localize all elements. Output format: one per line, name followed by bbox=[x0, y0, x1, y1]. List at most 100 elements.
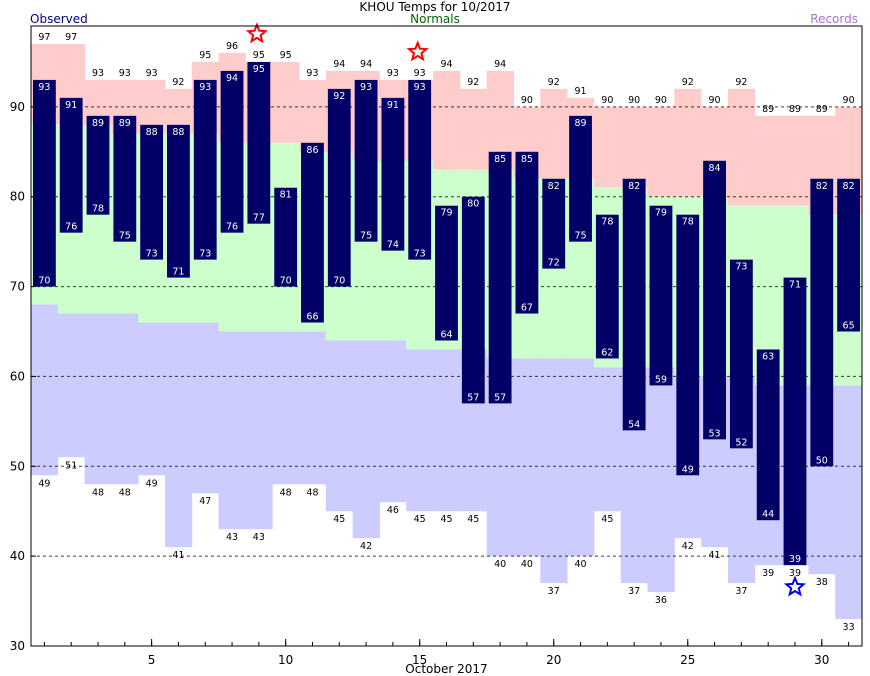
record-low-band bbox=[84, 313, 112, 485]
observed-low-label: 57 bbox=[467, 392, 479, 403]
observed-high-label: 78 bbox=[682, 217, 694, 228]
record-low-label: 39 bbox=[762, 568, 774, 579]
record-low-label: 45 bbox=[440, 514, 452, 525]
observed-bar bbox=[301, 142, 324, 323]
observed-high-label: 82 bbox=[628, 181, 640, 192]
record-high-label: 94 bbox=[494, 59, 506, 70]
record-high-label: 89 bbox=[816, 104, 828, 115]
observed-bar bbox=[408, 79, 432, 260]
record-high-label: 96 bbox=[226, 41, 238, 52]
label-layer: 93 70 97 49 91 76 97 51 89 78 93 48 89 75 93 48 88 73 93 49… bbox=[38, 32, 854, 633]
observed-high-label: 71 bbox=[789, 280, 801, 291]
record-high-label: 95 bbox=[253, 50, 265, 61]
record-low-band bbox=[245, 331, 273, 530]
record-high-star-icon bbox=[245, 22, 268, 44]
record-high-label: 97 bbox=[65, 32, 77, 43]
y-tick-label: 80 bbox=[10, 190, 25, 204]
record-high-label: 90 bbox=[709, 95, 721, 106]
observed-low-label: 74 bbox=[387, 240, 399, 251]
record-low-label: 49 bbox=[146, 478, 158, 489]
observed-high-label: 81 bbox=[280, 190, 292, 201]
record-low-label: 48 bbox=[280, 487, 292, 498]
record-high-label: 90 bbox=[843, 95, 855, 106]
record-marker-layer bbox=[245, 22, 806, 597]
record-high-label: 93 bbox=[414, 68, 426, 79]
observed-bar bbox=[622, 178, 646, 431]
observed-bar bbox=[569, 115, 592, 242]
record-low-label: 42 bbox=[682, 541, 694, 552]
observed-high-label: 85 bbox=[521, 154, 533, 165]
record-low-label: 47 bbox=[199, 496, 211, 507]
observed-bar bbox=[729, 259, 753, 449]
observed-low-label: 75 bbox=[360, 231, 372, 242]
observed-bar bbox=[220, 70, 244, 233]
observed-high-label: 89 bbox=[574, 118, 586, 129]
observed-low-label: 72 bbox=[548, 258, 560, 269]
observed-bar bbox=[274, 187, 298, 287]
observed-bar bbox=[86, 115, 110, 215]
observed-high-label: 93 bbox=[360, 82, 372, 93]
record-low-label: 48 bbox=[119, 487, 131, 498]
observed-low-label: 49 bbox=[682, 464, 694, 475]
observed-high-label: 78 bbox=[601, 217, 613, 228]
x-tick-label: 15 bbox=[412, 653, 427, 667]
observed-low-label: 66 bbox=[306, 312, 318, 323]
record-low-label: 48 bbox=[92, 487, 104, 498]
observed-bar bbox=[140, 124, 164, 260]
observed-bar bbox=[515, 151, 539, 314]
record-low-band bbox=[406, 349, 434, 512]
record-low-star-icon bbox=[783, 575, 806, 597]
observed-bar bbox=[33, 79, 56, 287]
observed-low-label: 70 bbox=[38, 276, 50, 287]
record-low-label: 45 bbox=[333, 514, 345, 525]
record-low-label: 33 bbox=[843, 622, 855, 633]
record-high-label: 93 bbox=[119, 68, 131, 79]
record-low-band bbox=[540, 358, 568, 584]
observed-high-label: 63 bbox=[762, 351, 774, 362]
observed-low-label: 73 bbox=[199, 249, 211, 260]
record-high-label: 94 bbox=[360, 59, 372, 70]
observed-high-label: 80 bbox=[467, 199, 479, 210]
observed-bar bbox=[59, 97, 83, 233]
record-high-band bbox=[781, 115, 809, 206]
observed-bar bbox=[676, 214, 700, 476]
y-tick-label: 70 bbox=[10, 280, 25, 294]
observed-low-label: 50 bbox=[816, 455, 828, 466]
y-tick-label: 60 bbox=[10, 369, 25, 383]
record-low-label: 38 bbox=[816, 577, 828, 588]
chart-title: KHOU Temps for 10/2017 bbox=[359, 0, 511, 14]
record-high-band bbox=[459, 88, 488, 170]
observed-bar bbox=[167, 124, 190, 278]
observed-low-label: 64 bbox=[440, 329, 452, 340]
record-low-label: 37 bbox=[735, 586, 747, 597]
record-high-label: 97 bbox=[38, 32, 50, 43]
observed-bar bbox=[193, 79, 217, 260]
record-high-band bbox=[647, 106, 675, 197]
record-low-label: 36 bbox=[655, 595, 667, 606]
record-high-band bbox=[593, 106, 622, 188]
record-low-band bbox=[433, 349, 461, 512]
record-low-label: 49 bbox=[38, 478, 50, 489]
legend-observed: Observed bbox=[30, 12, 88, 26]
record-high-label: 95 bbox=[280, 50, 292, 61]
record-low-label: 40 bbox=[574, 559, 586, 570]
observed-low-label: 73 bbox=[146, 249, 158, 260]
record-low-label: 41 bbox=[709, 550, 721, 561]
record-low-band bbox=[647, 367, 675, 593]
record-low-band bbox=[272, 331, 300, 485]
record-high-label: 92 bbox=[548, 77, 560, 88]
observed-bar bbox=[810, 178, 834, 467]
record-low-label: 43 bbox=[226, 532, 238, 543]
observed-low-label: 70 bbox=[280, 276, 292, 287]
record-low-label: 40 bbox=[521, 559, 533, 570]
legend-records: Records bbox=[810, 12, 858, 26]
record-low-label: 45 bbox=[601, 514, 613, 525]
record-high-label: 95 bbox=[199, 50, 211, 61]
observed-low-label: 62 bbox=[601, 347, 613, 358]
observed-bar bbox=[354, 79, 378, 242]
record-high-label: 93 bbox=[92, 68, 104, 79]
observed-bar bbox=[113, 115, 137, 242]
observed-bar-layer bbox=[33, 61, 860, 566]
record-high-label: 90 bbox=[655, 95, 667, 106]
record-low-label: 42 bbox=[360, 541, 372, 552]
